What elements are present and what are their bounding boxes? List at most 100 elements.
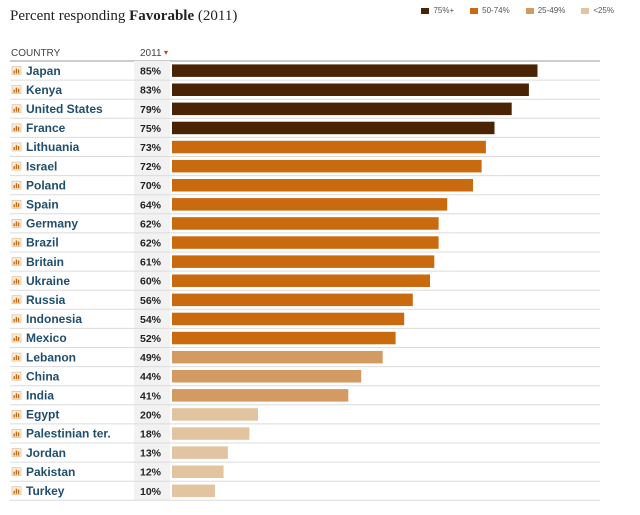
country-label: Japan xyxy=(26,64,61,78)
bar-chart-icon-bar xyxy=(15,450,18,456)
bar-chart-icon-bar xyxy=(17,413,20,418)
bar xyxy=(172,159,482,173)
percent-label: 13% xyxy=(140,448,162,460)
bar xyxy=(172,370,362,383)
bar xyxy=(172,427,250,440)
bar-chart-icon-bar xyxy=(13,70,15,74)
year-column-header[interactable]: 2011 xyxy=(140,48,162,59)
percent-label: 75% xyxy=(140,123,162,135)
bar xyxy=(172,198,448,211)
bar xyxy=(172,331,396,345)
legend-swatch xyxy=(421,7,430,14)
bar-chart-icon-bar xyxy=(17,203,20,208)
bar xyxy=(172,312,405,326)
country-column-header[interactable]: COUNTRY xyxy=(11,48,61,59)
bar-chart-icon-bar xyxy=(13,108,15,112)
legend-swatch xyxy=(525,7,534,14)
title-suffix: (2011) xyxy=(194,8,238,24)
bar-chart-icon-bar xyxy=(17,394,20,399)
bar xyxy=(172,102,512,116)
bar-chart-icon-bar xyxy=(15,164,18,170)
percent-label: 64% xyxy=(140,199,162,211)
country-label: Brazil xyxy=(26,236,59,250)
bar xyxy=(172,140,486,154)
bar-chart-icon-bar xyxy=(17,184,20,189)
percent-column-bg xyxy=(134,61,170,501)
country-label: Palestinian ter. xyxy=(26,427,111,441)
bar-chart-icon-bar xyxy=(15,240,18,246)
bar-chart-icon-bar xyxy=(15,393,18,399)
percent-label: 56% xyxy=(140,295,162,307)
percent-label: 62% xyxy=(140,218,162,230)
bar-chart-icon-bar xyxy=(13,414,15,418)
title-bold: Favorable xyxy=(129,8,195,24)
country-label: United States xyxy=(26,102,103,116)
legend-swatch xyxy=(581,7,590,14)
bar-chart-icon-bar xyxy=(13,204,15,208)
percent-label: 52% xyxy=(140,333,162,345)
bar-chart-icon-bar xyxy=(13,89,15,93)
bar-chart-icon-bar xyxy=(13,452,15,456)
percent-label: 18% xyxy=(140,428,162,440)
country-label: Britain xyxy=(26,255,64,269)
bar xyxy=(172,389,349,402)
bar-chart-icon-bar xyxy=(17,451,20,456)
bar xyxy=(172,465,224,478)
bar-chart-icon-bar xyxy=(15,106,18,112)
bar xyxy=(172,236,439,249)
bar-chart-icon-bar xyxy=(15,431,18,437)
bar-chart-icon-bar xyxy=(17,317,20,322)
country-label: France xyxy=(26,121,66,135)
bar-chart-icon-bar xyxy=(17,356,20,361)
percent-label: 49% xyxy=(140,352,162,364)
percent-label: 44% xyxy=(140,371,162,383)
country-label: China xyxy=(26,369,60,383)
bar-chart-icon-bar xyxy=(15,355,18,361)
country-label: Israel xyxy=(26,159,57,173)
country-label: Germany xyxy=(26,217,78,231)
bar-chart-icon-bar xyxy=(17,126,20,131)
bar-chart-icon-bar xyxy=(13,357,15,361)
sort-down-icon[interactable]: ▾ xyxy=(164,48,168,57)
bar-chart-icon-bar xyxy=(15,335,18,341)
bar-chart-icon-bar xyxy=(15,221,18,227)
bar xyxy=(172,446,228,459)
bar-chart-icon-bar xyxy=(15,374,18,380)
legend-label: 75%+ xyxy=(433,6,455,15)
country-label: India xyxy=(26,388,54,402)
bar-chart-icon-bar xyxy=(13,376,15,380)
chart-title: Percent responding Favorable (2011) xyxy=(10,8,237,25)
bar-chart-icon-bar xyxy=(17,241,20,246)
bar-chart-icon-bar xyxy=(17,222,20,227)
bar xyxy=(172,255,435,268)
percent-label: 12% xyxy=(140,467,162,479)
country-label: Indonesia xyxy=(26,312,82,326)
legend-label: <25% xyxy=(593,6,614,15)
bar xyxy=(172,179,473,192)
bar-chart-icon-bar xyxy=(15,469,18,475)
percent-label: 10% xyxy=(140,486,162,498)
bar-chart-icon-bar xyxy=(17,489,20,494)
legend-label: 25-49% xyxy=(537,6,566,15)
bar-chart-icon-bar xyxy=(15,488,18,494)
percent-label: 83% xyxy=(140,85,162,97)
bar-chart-icon-bar xyxy=(17,375,20,380)
country-label: Jordan xyxy=(26,446,66,460)
bar-chart-icon-bar xyxy=(17,298,20,303)
bar-chart-icon-bar xyxy=(15,183,18,189)
bar xyxy=(172,408,258,421)
bar-chart-icon-bar xyxy=(13,318,15,322)
bar-chart-icon-bar xyxy=(17,432,20,437)
bar xyxy=(172,83,529,96)
bar-chart-icon-bar xyxy=(17,470,20,475)
bar xyxy=(172,217,439,230)
percent-label: 61% xyxy=(140,257,162,269)
bar-chart-icon-bar xyxy=(15,278,18,284)
bar-chart-icon-bar xyxy=(15,87,18,93)
bar-chart-icon-bar xyxy=(13,127,15,131)
country-label: Ukraine xyxy=(26,274,70,288)
bar-chart-icon-bar xyxy=(13,337,15,341)
bar-chart-icon-bar xyxy=(15,297,18,303)
legend-item-25-49: 25-49% xyxy=(525,6,566,15)
bar xyxy=(172,350,383,364)
